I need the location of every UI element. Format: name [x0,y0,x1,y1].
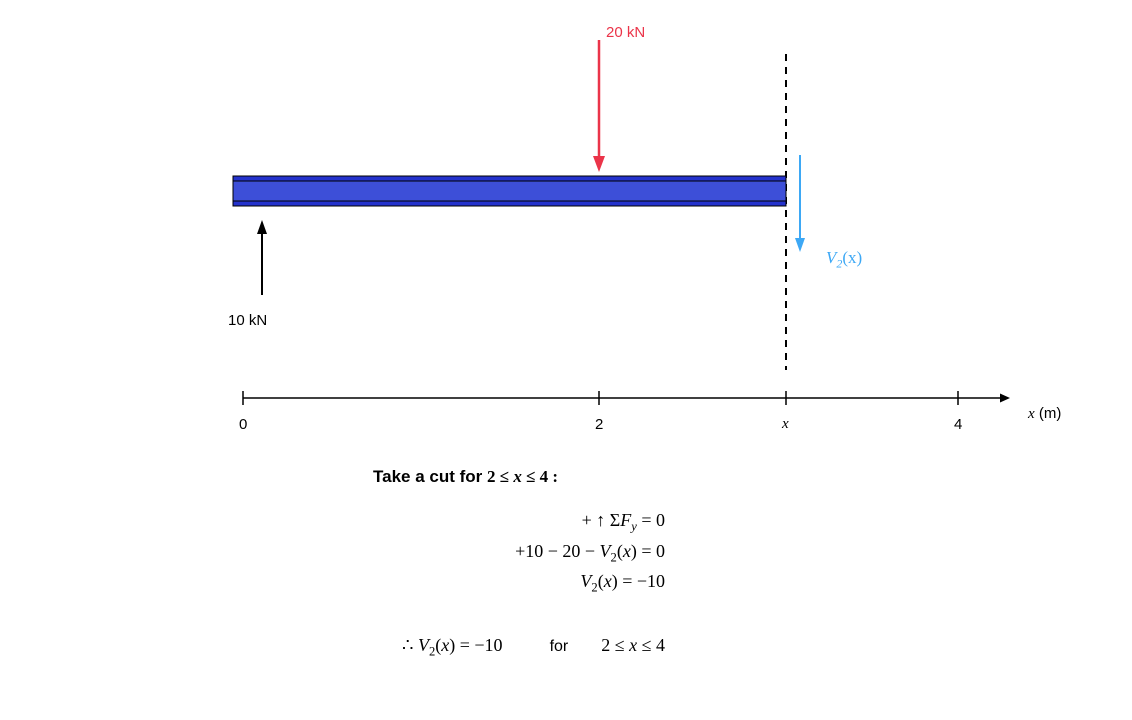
reaction-force-label: 10 kN [228,312,267,329]
axis-tick-0: 0 [239,416,247,433]
diagram-canvas [0,0,1132,720]
equilibrium-equations: + ↑ ΣFy = 0 +10 − 20 − V2(x) = 0 V2(x) =… [415,510,665,596]
x-axis [243,391,1010,405]
reaction-force-arrow [257,220,267,295]
conclusion: ∴ V2(x) = −10 for 2 ≤ x ≤ 4 [402,635,665,660]
shear-force-arrow [795,155,805,252]
point-load-arrow [593,40,605,172]
point-load-label: 20 kN [606,24,645,41]
beam [233,176,786,206]
shear-force-label: V2(x) [826,248,862,271]
axis-label: x (m) [1028,405,1061,423]
math-title: Take a cut for 2 ≤ x ≤ 4 : [373,467,558,487]
axis-tick-x: x [782,416,789,433]
axis-tick-2: 2 [595,416,603,433]
axis-tick-4: 4 [954,416,962,433]
